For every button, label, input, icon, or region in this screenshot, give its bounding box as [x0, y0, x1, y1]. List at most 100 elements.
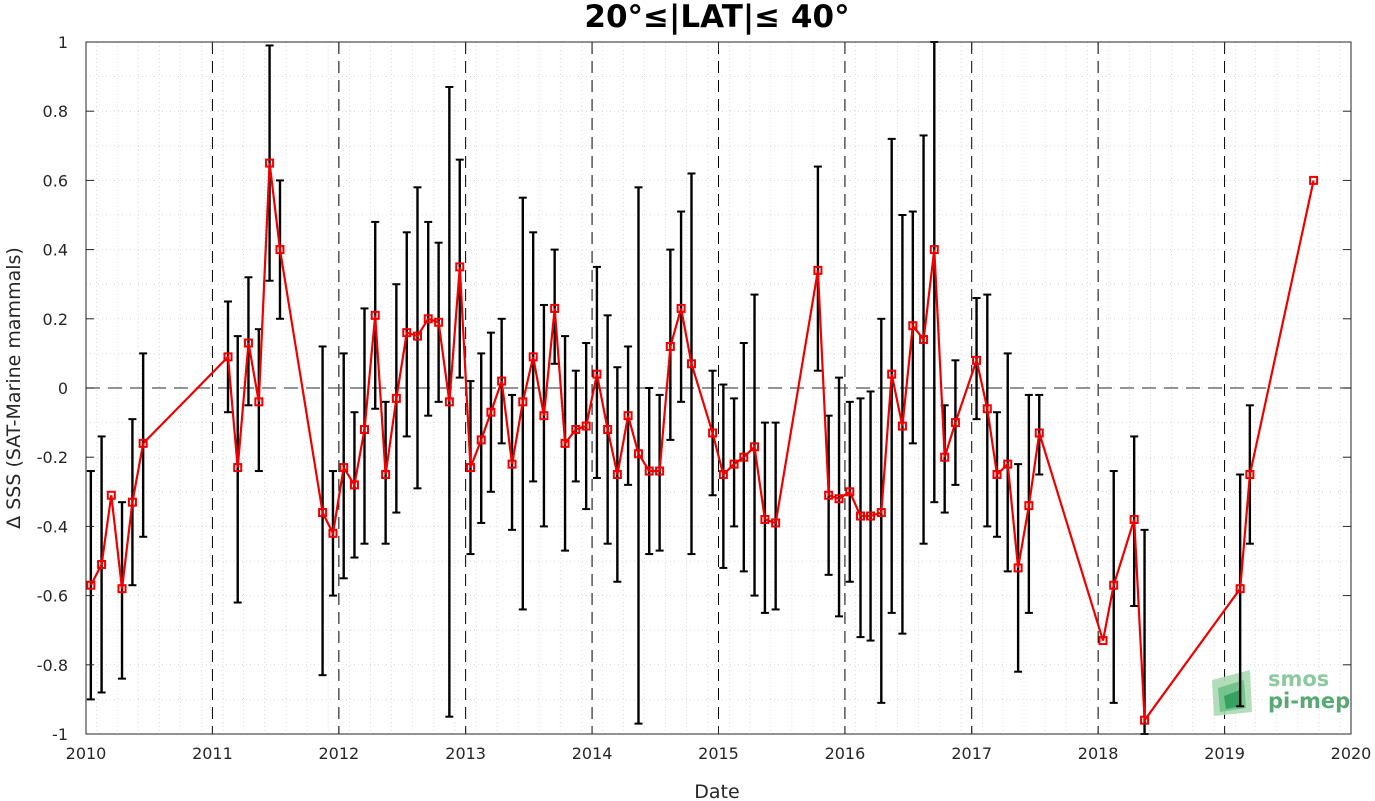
data-point [106, 490, 116, 500]
data-point [434, 317, 444, 327]
data-point [328, 528, 338, 538]
x-tick-label: 2018 [1078, 744, 1119, 763]
data-point [623, 411, 633, 421]
data-point [1098, 636, 1108, 646]
data-point [729, 459, 739, 469]
y-tick-label: 1 [58, 33, 68, 52]
x-tick-label: 2016 [825, 744, 866, 763]
data-point [950, 418, 960, 428]
data-point [919, 335, 929, 345]
x-tick-label: 2015 [698, 744, 739, 763]
data-point [254, 397, 264, 407]
data-point [1140, 715, 1150, 725]
series-line [89, 162, 1315, 724]
data-point [856, 511, 866, 521]
data-point [86, 580, 96, 590]
data-point [97, 559, 107, 569]
data-point [465, 463, 475, 473]
data-point [359, 425, 369, 435]
data-point [929, 245, 939, 255]
data-point [318, 508, 328, 518]
y-tick-label: -0.6 [37, 587, 68, 606]
data-point [592, 369, 602, 379]
y-axis-label: Δ SSS (SAT-Marine mammals) [3, 247, 25, 529]
data-point [402, 328, 412, 338]
data-point [370, 310, 380, 320]
chart-title: 20°≤|LAT|≤ 40° [584, 0, 849, 35]
data-point [476, 435, 486, 445]
y-tick-label: -1 [52, 725, 68, 744]
data-point [1235, 584, 1245, 594]
data-point [866, 511, 876, 521]
data-point [391, 393, 401, 403]
y-tick-label: 0.2 [43, 310, 68, 329]
data-point [233, 463, 243, 473]
x-tick-label: 2013 [445, 744, 486, 763]
data-point [1129, 514, 1139, 524]
data-point [982, 404, 992, 414]
x-tick-label: 2012 [319, 744, 360, 763]
data-point [603, 425, 613, 435]
data-point [339, 463, 349, 473]
data-point [718, 470, 728, 479]
data-point [992, 470, 1002, 479]
data-point [223, 352, 233, 362]
data-point [1024, 501, 1034, 511]
data-point [824, 490, 834, 500]
y-tick-label: -0.8 [37, 656, 68, 675]
data-point [528, 352, 538, 362]
data-point [1309, 175, 1319, 185]
data-point [1109, 580, 1119, 590]
y-tick-label: -0.4 [37, 517, 68, 536]
data-point [444, 397, 454, 407]
data-point [265, 158, 275, 168]
x-tick-label: 2019 [1204, 744, 1245, 763]
x-tick-label: 2017 [951, 744, 992, 763]
data-point [676, 303, 686, 313]
y-axis-ticks: -1 -0.8 -0.6 -0.4 -0.2 0 0.2 0.4 0.6 0.8 1 [37, 33, 1351, 744]
data-point [771, 518, 781, 528]
data-point [497, 376, 507, 386]
data-point [1245, 470, 1255, 479]
y-tick-label: 0.8 [43, 102, 68, 121]
data-point [518, 397, 528, 407]
data-point [349, 480, 359, 490]
data-point [127, 497, 137, 507]
data-point [381, 470, 391, 479]
data-point [117, 584, 127, 594]
data-point [539, 411, 549, 421]
data-point [633, 449, 643, 459]
data-point [1013, 563, 1023, 573]
y-tick-label: 0.6 [43, 171, 68, 190]
data-point [665, 341, 675, 351]
data-point [412, 331, 422, 341]
data-point [560, 438, 570, 448]
data-point [612, 470, 622, 479]
logo-line1: smos [1268, 667, 1329, 691]
data-point [908, 321, 918, 331]
x-tick-label: 2014 [572, 744, 613, 763]
smos-pi-mep-logo: smos pi-mep [1212, 667, 1350, 716]
data-point [813, 265, 823, 275]
data-point [507, 459, 517, 469]
data-point [834, 494, 844, 504]
data-point [644, 466, 654, 476]
data-point [275, 245, 285, 255]
y-tick-label: 0 [58, 379, 68, 398]
data-point [581, 421, 591, 431]
y-tick-label: -0.2 [37, 448, 68, 467]
data-point [972, 355, 982, 365]
data-point [138, 438, 148, 448]
data-point [655, 466, 665, 476]
logo-line2: pi-mep [1268, 689, 1350, 713]
data-point [1003, 459, 1013, 469]
data-point [739, 452, 749, 462]
data-point [760, 514, 770, 524]
x-tick-label: 2011 [192, 744, 233, 763]
data-point [243, 338, 253, 348]
data-point [887, 369, 897, 379]
data-point [455, 262, 465, 272]
series-markers [86, 158, 1319, 725]
x-tick-label: 2010 [66, 744, 107, 763]
data-point [486, 407, 496, 417]
